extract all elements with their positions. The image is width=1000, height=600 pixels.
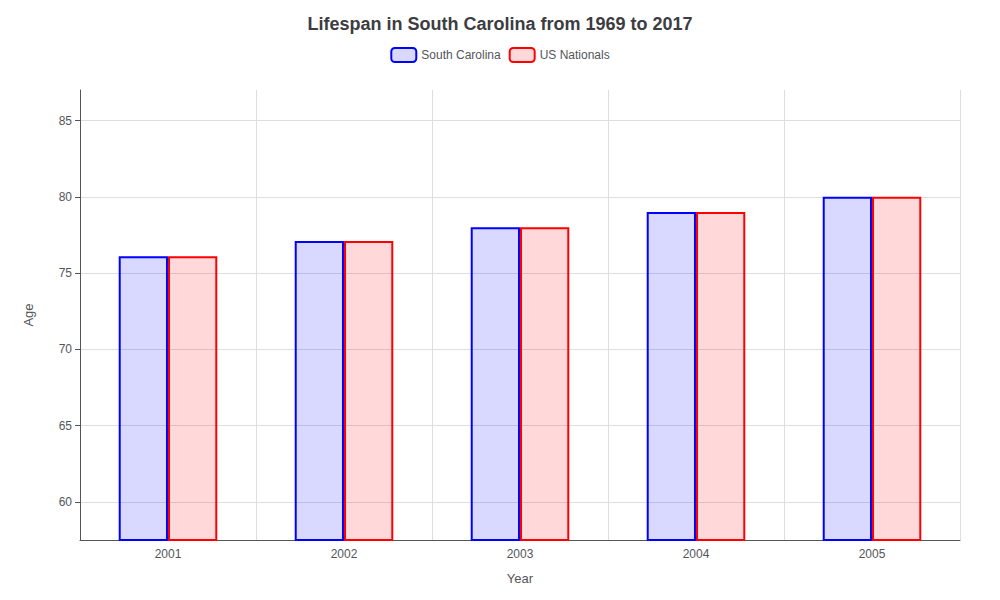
svg-text:US Nationals: US Nationals: [540, 48, 610, 62]
svg-text:2003: 2003: [507, 547, 534, 561]
svg-text:85: 85: [59, 114, 73, 128]
svg-text:South Carolina: South Carolina: [421, 48, 501, 62]
svg-text:2002: 2002: [331, 547, 358, 561]
svg-text:Age: Age: [21, 303, 36, 326]
svg-text:2004: 2004: [683, 547, 710, 561]
svg-text:70: 70: [59, 342, 73, 356]
svg-text:2001: 2001: [155, 547, 182, 561]
svg-text:Year: Year: [507, 571, 534, 586]
svg-text:65: 65: [59, 419, 73, 433]
svg-text:75: 75: [59, 266, 73, 280]
svg-text:2005: 2005: [859, 547, 886, 561]
svg-text:80: 80: [59, 190, 73, 204]
svg-text:Lifespan in South Carolina fro: Lifespan in South Carolina from 1969 to …: [307, 14, 692, 34]
svg-text:60: 60: [59, 495, 73, 509]
